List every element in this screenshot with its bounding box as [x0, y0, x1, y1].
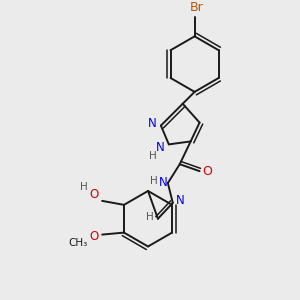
- Text: O: O: [90, 188, 99, 201]
- Text: O: O: [202, 165, 212, 178]
- Text: H: H: [149, 151, 157, 161]
- Text: CH₃: CH₃: [69, 238, 88, 248]
- Text: N: N: [158, 176, 167, 189]
- Text: N: N: [176, 194, 185, 207]
- Text: H: H: [80, 182, 88, 192]
- Text: N: N: [155, 141, 164, 154]
- Text: O: O: [90, 230, 99, 243]
- Text: H: H: [150, 176, 158, 186]
- Text: N: N: [148, 117, 156, 130]
- Text: Br: Br: [190, 1, 203, 14]
- Text: H: H: [146, 212, 154, 222]
